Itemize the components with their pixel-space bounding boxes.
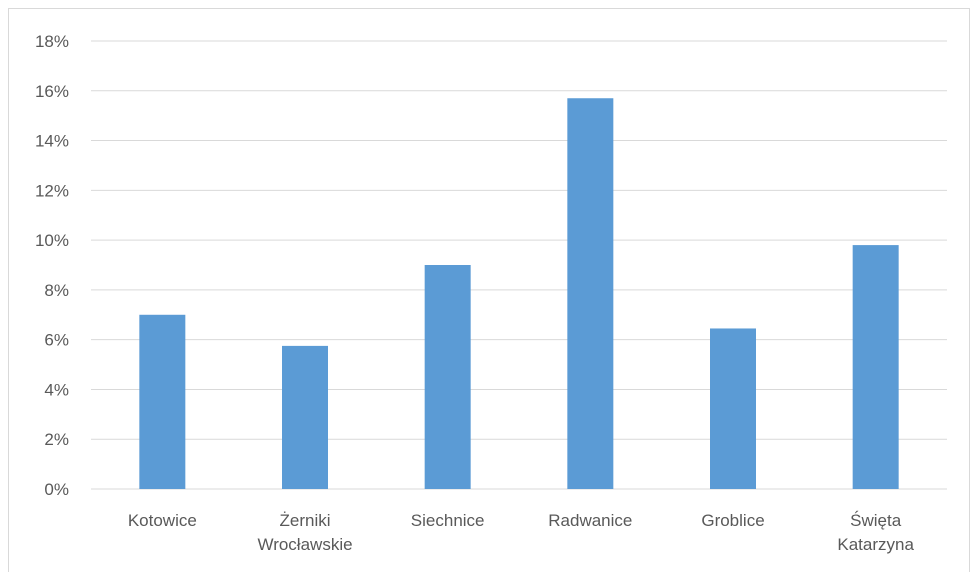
y-tick-label: 16% [35,82,69,101]
y-tick-label: 8% [44,281,69,300]
bar [139,314,186,489]
y-tick-label: 12% [35,181,69,200]
bar [710,328,756,489]
category-label: Groblice [701,511,764,530]
category-label: Siechnice [411,511,485,530]
y-tick-label: 4% [44,380,69,399]
gridlines [91,40,947,490]
y-tick-label: 2% [44,430,69,449]
y-axis-tick-labels: 0% 2% 4% 6% 8% 10% 12% 14% 16% 18% [35,32,69,499]
bar [282,345,328,489]
x-axis-category-labels: Kotowice Żerniki Wrocławskie Siechnice Radwa… [128,511,915,554]
y-tick-label: 6% [44,331,69,350]
category-label: Żerniki Wrocławskie [257,511,352,554]
y-tick-label: 14% [35,132,69,151]
category-label: Radwanice [548,511,632,530]
bar [424,265,471,489]
bar [567,98,614,489]
bars [139,98,899,489]
y-tick-label: 18% [35,32,69,51]
bar-chart: 0% 2% 4% 6% 8% 10% 12% 14% 16% 18% Kotowice Żernik… [35,32,947,554]
chart-frame: 0% 2% 4% 6% 8% 10% 12% 14% 16% 18% Kotowice Żernik… [8,8,970,572]
y-tick-label: 0% [44,480,69,499]
y-tick-label: 10% [35,231,69,250]
bar [852,245,899,489]
category-label: Święta Katarzyna [837,511,914,554]
category-label: Kotowice [128,511,197,530]
